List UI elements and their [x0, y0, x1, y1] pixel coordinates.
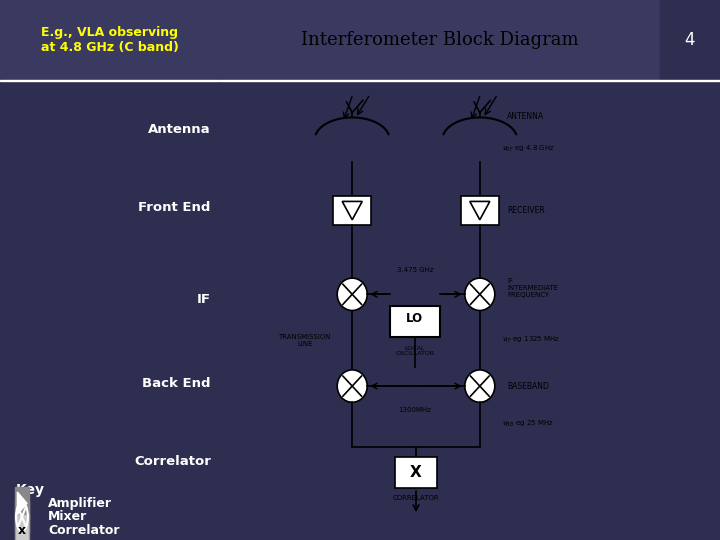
Bar: [390, 306, 440, 337]
Text: CORRELATOR: CORRELATOR: [392, 495, 439, 501]
Text: Front End: Front End: [138, 201, 211, 214]
Bar: [15, 501, 29, 533]
Bar: [220, 80, 720, 81]
Text: 1300MHz: 1300MHz: [398, 407, 431, 414]
Bar: [0, 80, 220, 81]
Text: ANTENNA: ANTENNA: [508, 112, 544, 120]
Text: IF
INTERMEDIATE
FREQUENCY: IF INTERMEDIATE FREQUENCY: [508, 278, 559, 298]
Text: BASEBAND: BASEBAND: [508, 382, 549, 390]
Text: Key: Key: [15, 483, 45, 497]
Bar: [0, 0, 220, 80]
Text: Antenna: Antenna: [148, 123, 211, 136]
Bar: [333, 195, 371, 226]
Circle shape: [337, 370, 367, 402]
Bar: [660, 0, 720, 80]
Text: Mixer: Mixer: [48, 510, 88, 523]
Text: $\nu_{BB}$ eg 25 MHz: $\nu_{BB}$ eg 25 MHz: [503, 419, 554, 429]
Text: Amplifier: Amplifier: [48, 497, 112, 510]
Text: $\nu_{RF}$ eg 4.8 GHz: $\nu_{RF}$ eg 4.8 GHz: [503, 144, 555, 153]
Text: $\nu_{IF}$ eg 1325 MHz: $\nu_{IF}$ eg 1325 MHz: [503, 335, 561, 345]
Bar: [220, 0, 660, 80]
Text: Correlator: Correlator: [48, 524, 120, 537]
Bar: [395, 457, 437, 488]
Polygon shape: [469, 201, 490, 220]
Bar: [461, 195, 498, 226]
Text: Correlator: Correlator: [134, 455, 211, 468]
Text: 4: 4: [685, 31, 696, 49]
Circle shape: [465, 370, 495, 402]
Text: TRANSMISSION
LINE: TRANSMISSION LINE: [279, 334, 331, 347]
Bar: [15, 514, 29, 540]
Polygon shape: [342, 201, 362, 220]
Polygon shape: [17, 492, 27, 515]
Text: RECEIVER: RECEIVER: [508, 206, 545, 215]
Text: E.g., VLA observing
at 4.8 GHz (C band): E.g., VLA observing at 4.8 GHz (C band): [41, 26, 179, 54]
Text: x: x: [18, 524, 26, 537]
Circle shape: [337, 278, 367, 310]
Circle shape: [465, 278, 495, 310]
Text: IF: IF: [197, 293, 211, 306]
Text: Interferometer Block Diagram: Interferometer Block Diagram: [301, 31, 579, 49]
Text: LO: LO: [406, 312, 423, 325]
Text: X: X: [410, 465, 422, 480]
Text: LOCAL
OSCILLATOR: LOCAL OSCILLATOR: [395, 346, 434, 356]
Text: Back End: Back End: [143, 377, 211, 390]
Text: 3.475 GHz: 3.475 GHz: [397, 267, 433, 273]
Bar: [15, 487, 29, 519]
